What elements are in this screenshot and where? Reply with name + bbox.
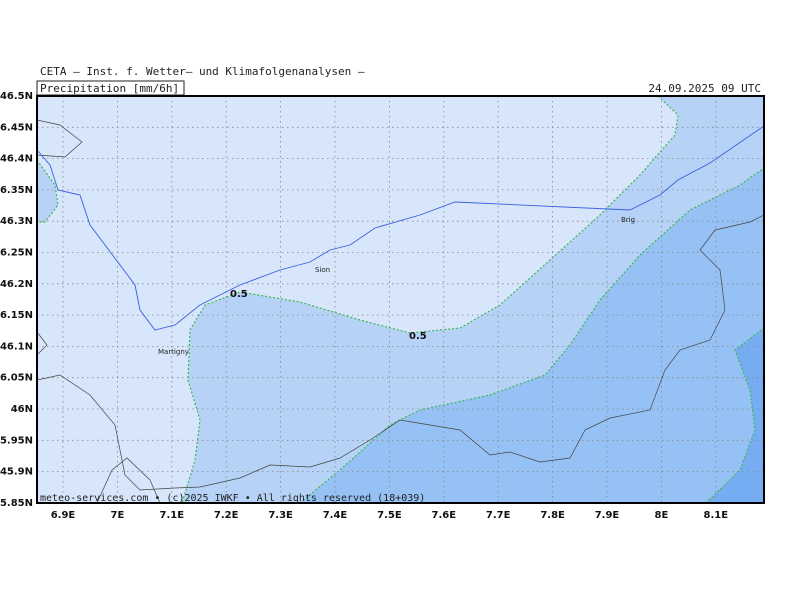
lon-label: 7E <box>111 510 125 521</box>
lat-label: 45.9N <box>0 467 33 478</box>
lat-label: 46.3N <box>0 216 33 227</box>
lat-label: 46.2N <box>0 279 33 290</box>
river <box>37 125 764 331</box>
lon-label: 7.8E <box>540 510 565 521</box>
map-area <box>37 96 764 503</box>
lon-label: 7.5E <box>377 510 402 521</box>
lon-label: 8E <box>655 510 669 521</box>
lon-label: 8.1E <box>704 510 729 521</box>
place-label: Brig <box>621 216 635 224</box>
lat-label: 46.5N <box>0 91 33 102</box>
lon-label: 6.9E <box>51 510 76 521</box>
contour-label: 0.5 <box>409 331 427 342</box>
place-label: Sion <box>315 266 330 274</box>
lat-label: 46.25N <box>0 248 33 259</box>
lon-label: 7.1E <box>160 510 185 521</box>
contour-label: 0.5 <box>230 289 248 300</box>
lat-label: 46.1N <box>0 341 33 352</box>
lat-label: 46.05N <box>0 373 33 384</box>
lat-label: 5.95N <box>0 435 33 446</box>
band-4 <box>705 327 764 503</box>
lon-label: 7.9E <box>595 510 620 521</box>
frame <box>36 95 765 504</box>
band-2-edge <box>37 158 59 223</box>
lat-label: 46.35N <box>0 185 33 196</box>
lat-label: 46.45N <box>0 122 33 133</box>
lat-label: 5.85N <box>0 498 33 509</box>
lon-label: 7.7E <box>486 510 511 521</box>
lat-label: 46.4N <box>0 154 33 165</box>
band-3 <box>299 167 764 503</box>
lon-label: 7.4E <box>323 510 348 521</box>
borders <box>37 119 764 503</box>
lat-label: 46.15N <box>0 310 33 321</box>
footer: meteo-services.com • (c)2025 IWKF • All … <box>40 493 425 504</box>
header-variable: Precipitation [mm/6h] <box>40 82 179 95</box>
lon-label: 7.6E <box>432 510 457 521</box>
lon-label: 7.2E <box>214 510 239 521</box>
header-time: 24.09.2025 09 UTC <box>648 82 761 95</box>
place-label: Martigny <box>158 348 189 356</box>
lat-label: 46N <box>11 404 33 415</box>
header-institute: CETA – Inst. f. Wetter– und Klimafolgena… <box>40 65 365 78</box>
lon-label: 7.3E <box>268 510 293 521</box>
